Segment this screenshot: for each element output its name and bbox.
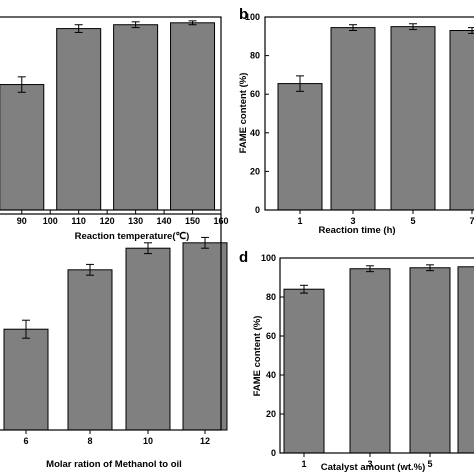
panel-b-letter: b bbox=[239, 6, 248, 23]
panel-b-y-tick-label: 60 bbox=[250, 89, 260, 99]
panel-b-y-tick-label: 0 bbox=[255, 205, 260, 215]
panel-b-x-tick-label: 3 bbox=[350, 216, 355, 226]
panel-d-y-tick-label: 40 bbox=[266, 370, 276, 380]
panel-a-bar bbox=[170, 22, 216, 211]
panel-b-bar bbox=[390, 26, 436, 211]
panel-a-x-tick-label: 100 bbox=[43, 216, 58, 226]
panel-c-x-axis-label: Molar ration of Methanol to oil bbox=[46, 459, 182, 470]
panel-b-x-tick-label: 1 bbox=[297, 216, 302, 226]
panel-d-bar bbox=[409, 267, 451, 454]
panel-c-x-tick-label: 6 bbox=[23, 436, 28, 446]
panel-a-x-tick-label: 90 bbox=[17, 216, 27, 226]
panel-b-x-tick-label: 7 bbox=[469, 216, 474, 226]
panel-c-bar bbox=[125, 247, 171, 431]
panel-a-bar bbox=[56, 28, 102, 211]
panel-d-y-tick-label: 100 bbox=[261, 253, 276, 263]
panel-b-bar bbox=[277, 83, 323, 211]
panel-d-x-tick-label: 1 bbox=[301, 459, 306, 469]
panel-d-frame bbox=[279, 257, 474, 454]
panel-d-x-axis-label: Catalyst amount (wt.%) bbox=[321, 462, 426, 473]
panel-a-x-axis-label: Reaction temperature(℃) bbox=[75, 231, 190, 242]
panel-b-y-tick-label: 100 bbox=[245, 12, 260, 22]
panel-d-bar bbox=[349, 268, 391, 454]
panel-c-x-tick-label: 10 bbox=[143, 436, 153, 446]
panel-d-y-tick-label: 20 bbox=[266, 409, 276, 419]
panel-a-x-tick-label: 120 bbox=[100, 216, 115, 226]
panel-d-y-axis-label: FAME content (%) bbox=[252, 316, 263, 397]
panel-a-frame bbox=[0, 16, 222, 211]
panel-d-x-tick-label: 5 bbox=[427, 459, 432, 469]
panel-b-y-tick-label: 40 bbox=[250, 128, 260, 138]
panel-c-bar bbox=[182, 242, 228, 431]
panel-c-x-tick-label: 12 bbox=[200, 436, 210, 446]
panel-a-x-tick-label: 150 bbox=[185, 216, 200, 226]
panel-a-x-tick-label: 110 bbox=[71, 216, 86, 226]
panel-d-bar bbox=[457, 266, 474, 454]
panel-d-y-tick-label: 60 bbox=[266, 331, 276, 341]
panel-b-y-tick-label: 20 bbox=[250, 166, 260, 176]
panel-c-frame bbox=[0, 213, 222, 431]
panel-b-frame bbox=[264, 16, 474, 211]
panel-b-x-axis-label: Reaction time (h) bbox=[318, 225, 395, 236]
panel-c-bar bbox=[3, 328, 49, 431]
panel-a-bar bbox=[113, 24, 159, 211]
panel-b-bar bbox=[449, 30, 474, 211]
panel-a-bar bbox=[0, 84, 45, 211]
panel-c-x-tick-label: 8 bbox=[87, 436, 92, 446]
panel-d-y-tick-label: 0 bbox=[271, 448, 276, 458]
panel-b-bar bbox=[330, 27, 376, 211]
panel-a-x-tick-label: 140 bbox=[157, 216, 172, 226]
panel-d-y-tick-label: 80 bbox=[266, 292, 276, 302]
panel-b-y-tick-label: 80 bbox=[250, 51, 260, 61]
panel-a-x-tick-label: 130 bbox=[128, 216, 143, 226]
panel-c-bar bbox=[67, 269, 113, 431]
panel-b-x-tick-label: 5 bbox=[410, 216, 415, 226]
panel-d-bar bbox=[283, 288, 325, 454]
panel-b-y-axis-label: FAME content (%) bbox=[238, 73, 249, 154]
panel-d-letter: d bbox=[239, 249, 248, 266]
panel-d-x-tick-label: 3 bbox=[367, 459, 372, 469]
